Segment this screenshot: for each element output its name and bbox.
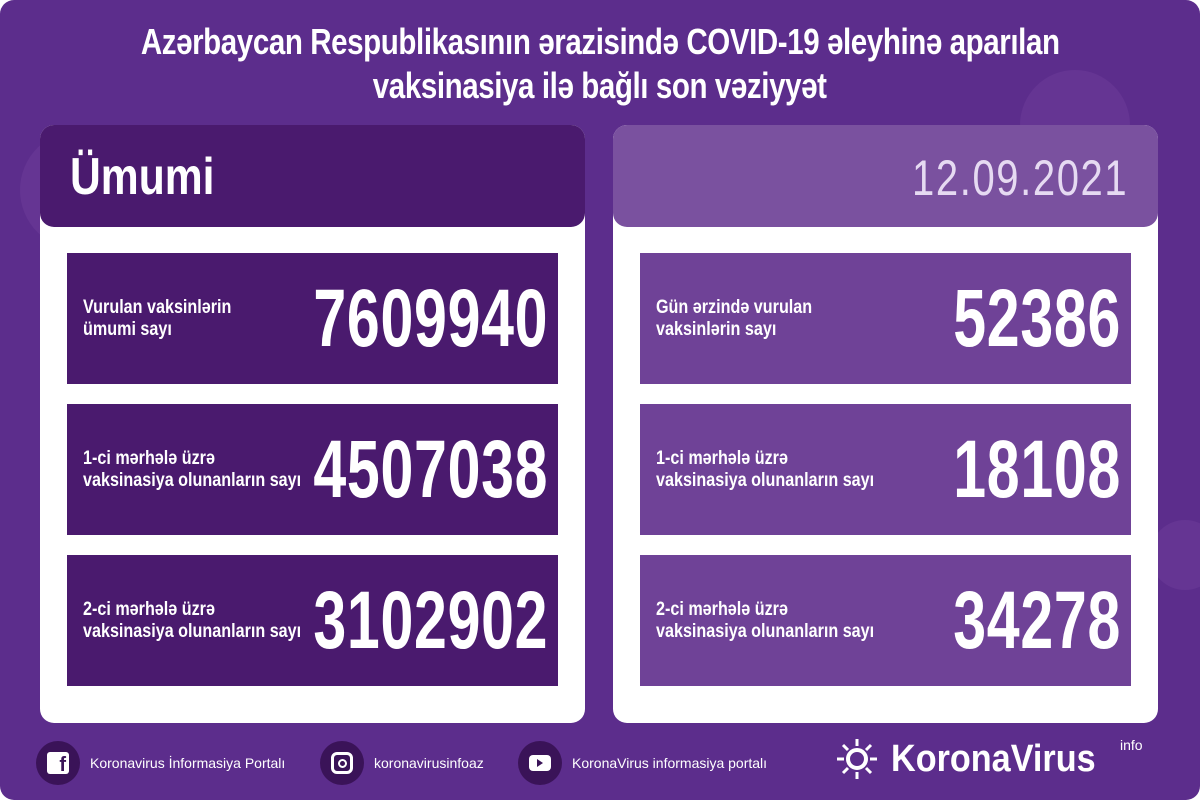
- stat-label: 2-ci mərhələ üzrə vaksinasiya olunanları…: [656, 598, 875, 642]
- facebook-label: Koronavirus İnformasiya Portalı: [90, 755, 286, 771]
- stat-label: Gün ərzində vurulan vaksinlərin sayı: [656, 296, 813, 340]
- stat-row: 2-ci mərhələ üzrə vaksinasiya olunanları…: [67, 555, 558, 686]
- instagram-link[interactable]: koronavirusinfoaz: [320, 741, 484, 785]
- total-header: Ümumi: [40, 125, 585, 227]
- stat-row: Gün ərzində vurulan vaksinlərin sayı 5238…: [640, 253, 1131, 384]
- stat-value: 3102902: [313, 574, 548, 666]
- stat-label: 1-ci mərhələ üzrə vaksinasiya olunanları…: [656, 447, 875, 491]
- daily-panel: 12.09.2021 Gün ərzində vurulan vaksinlər…: [613, 125, 1158, 723]
- stat-row: 1-ci mərhələ üzrə vaksinasiya olunanları…: [67, 404, 558, 535]
- brand-name: KoronaVirus: [891, 737, 1096, 780]
- title-line-1: Azərbaycan Respublikasının ərazisində CO…: [0, 20, 1200, 64]
- instagram-icon: [320, 741, 364, 785]
- youtube-label: KoronaVirus informasiya portalı: [572, 755, 768, 771]
- date-label: 12.09.2021: [911, 150, 1128, 206]
- title-text: vaksinasiya ilə bağlı son vəziyyət: [373, 65, 827, 106]
- title-text: Azərbaycan Respublikasının ərazisində CO…: [140, 21, 1060, 62]
- stat-row: 2-ci mərhələ üzrə vaksinasiya olunanları…: [640, 555, 1131, 686]
- youtube-link[interactable]: KoronaVirus informasiya portalı: [518, 741, 767, 785]
- title-line-2: vaksinasiya ilə bağlı son vəziyyət: [0, 64, 1200, 108]
- total-panel: Ümumi Vurulan vaksinlərin ümumi sayı 7609…: [40, 125, 585, 723]
- stat-value: 4507038: [313, 423, 548, 515]
- stat-label: 1-ci mərhələ üzrə vaksinasiya olunanları…: [83, 447, 302, 491]
- date-header: 12.09.2021: [613, 125, 1158, 227]
- stat-label: 2-ci mərhələ üzrə vaksinasiya olunanları…: [83, 598, 302, 642]
- stat-row: 1-ci mərhələ üzrə vaksinasiya olunanları…: [640, 404, 1131, 535]
- total-header-label: Ümumi: [70, 148, 215, 206]
- stat-value: 7609940: [313, 272, 548, 364]
- koronavirus-logo: KoronaVirus info: [835, 737, 1143, 781]
- facebook-icon: f: [36, 741, 80, 785]
- stat-row: Vurulan vaksinlərin ümumi sayı 7609940: [67, 253, 558, 384]
- facebook-link[interactable]: f Koronavirus İnformasiya Portalı: [36, 741, 285, 785]
- brand-sup: info: [1120, 737, 1143, 753]
- stat-value: 18108: [953, 423, 1121, 515]
- footer: f Koronavirus İnformasiya Portalı korona…: [0, 735, 1200, 790]
- youtube-icon: [518, 741, 562, 785]
- virus-decoration: [1150, 520, 1200, 590]
- sun-virus-icon: [837, 739, 877, 779]
- stat-label: Vurulan vaksinlərin ümumi sayı: [83, 296, 232, 340]
- stat-value: 34278: [953, 574, 1121, 666]
- instagram-label: koronavirusinfoaz: [374, 755, 484, 771]
- stat-value: 52386: [953, 272, 1121, 364]
